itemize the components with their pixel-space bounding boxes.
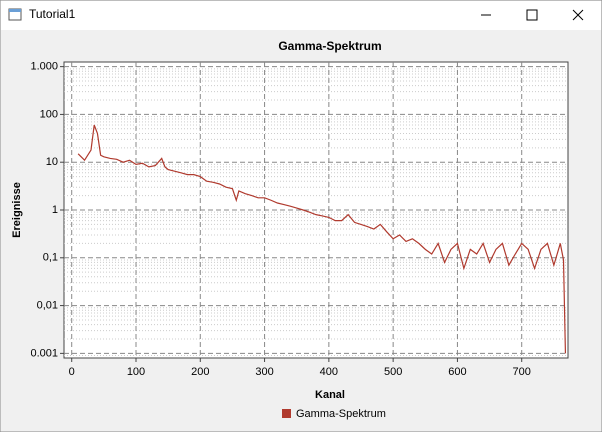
x-axis-label: Kanal <box>315 389 345 401</box>
y-tick-label: 0.001 <box>30 347 58 359</box>
y-tick-label: 1.000 <box>30 61 58 73</box>
y-tick-label: 0,01 <box>37 299 58 311</box>
x-tick-label: 700 <box>513 366 531 378</box>
chart-title: Gamma-Spektrum <box>278 39 381 53</box>
y-tick-label: 100 <box>40 108 58 120</box>
x-tick-label: 300 <box>255 366 273 378</box>
x-tick-label: 500 <box>384 366 402 378</box>
y-axis-label: Ereignisse <box>11 182 23 238</box>
x-tick-label: 600 <box>448 366 466 378</box>
close-button[interactable] <box>572 9 584 21</box>
legend-swatch <box>282 409 291 418</box>
series-line <box>77 124 567 354</box>
legend-label: Gamma-Spektrum <box>296 408 386 420</box>
x-tick-label: 200 <box>191 366 209 378</box>
maximize-button[interactable] <box>526 9 538 21</box>
x-tick-label: 0 <box>69 366 75 378</box>
title-bar <box>1 1 601 30</box>
app-icon-bar <box>9 9 21 12</box>
window-title: Tutorial1 <box>29 7 76 21</box>
x-tick-label: 400 <box>320 366 338 378</box>
y-tick-label: 1 <box>52 204 58 216</box>
y-tick-label: 0,1 <box>43 252 58 264</box>
x-tick-label: 100 <box>127 366 145 378</box>
y-tick-label: 10 <box>46 156 58 168</box>
